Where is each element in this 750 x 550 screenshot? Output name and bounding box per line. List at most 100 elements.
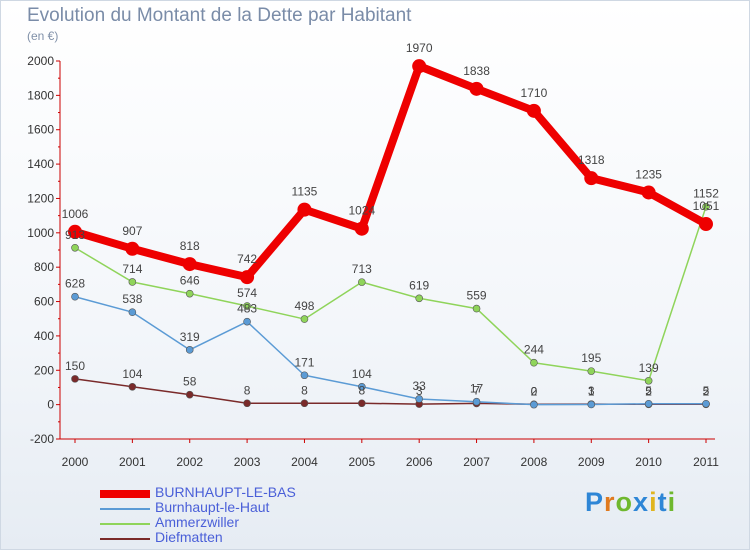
data-label: 8 [358,383,365,397]
data-point [125,241,140,256]
data-label: 1710 [521,86,548,100]
x-tick-label: 2002 [176,455,203,469]
x-tick-label: 2009 [578,455,605,469]
legend-swatch [100,522,150,525]
data-label: 646 [180,274,200,288]
data-label: 628 [65,277,85,291]
data-label: 498 [294,299,314,313]
series-line [73,62,708,282]
series-line [74,296,706,406]
legend-label: Ammerzwiller [155,514,239,530]
data-label: 195 [581,351,601,365]
data-label: 1 [588,384,595,398]
x-tick-label: 2006 [406,455,433,469]
data-label: 5 [645,384,652,398]
data-label: 104 [122,367,142,381]
data-point [412,59,427,74]
data-point [469,81,484,96]
logo-letter: r [604,487,616,517]
data-point [71,375,79,383]
data-point [530,400,538,409]
data-label: 1235 [635,167,662,181]
legend-label: Burnhaupt-le-Haut [155,499,270,515]
data-label: 33 [413,379,427,393]
y-tick-label: 400 [34,329,54,343]
logo-letter: i [667,487,677,517]
y-tick-label: 0 [47,398,54,412]
data-label: 171 [294,355,314,369]
data-point [354,221,369,236]
data-label: 0 [531,385,538,399]
data-label: 818 [180,239,200,253]
data-label: 574 [237,286,257,300]
data-point [240,270,255,285]
data-point [71,243,79,252]
x-tick-label: 2011 [693,455,719,469]
data-label: 139 [639,361,659,375]
data-label: 1970 [406,41,433,55]
data-point [128,308,137,316]
data-point [243,399,251,408]
logo-letter: o [615,487,634,517]
y-tick-label: 1000 [27,226,54,240]
data-point [472,397,481,406]
data-label: 619 [409,278,429,292]
data-label: 1006 [62,207,89,221]
data-label: 319 [180,330,200,344]
y-tick-label: -200 [30,432,54,446]
chart-title: Evolution du Montant de la Dette par Hab… [27,5,412,26]
logo-letter: t [657,487,668,517]
data-point [641,185,656,200]
x-tick-label: 2005 [348,455,375,469]
y-tick-label: 1600 [27,123,54,137]
data-point [185,346,194,354]
proxiti-logo: Proxiti [585,487,676,518]
x-tick-label: 2001 [119,455,146,469]
data-label: 714 [122,262,142,276]
y-tick-label: 600 [34,295,54,309]
data-label: 907 [122,224,142,238]
data-label: 742 [237,252,257,266]
data-label: 713 [352,262,372,276]
x-tick-label: 2004 [291,455,318,469]
data-label: 913 [65,228,85,242]
data-point [472,304,481,313]
legend-swatch [100,507,150,510]
data-label: 538 [122,292,142,306]
x-tick-label: 2008 [521,455,548,469]
data-point [185,289,194,298]
data-label: 1318 [578,153,605,167]
data-point [68,224,82,239]
data-label: 8 [301,383,308,397]
data-point [584,171,599,186]
data-point [300,399,309,408]
y-tick-label: 1400 [27,157,54,171]
data-point [587,367,596,375]
data-label: 58 [183,375,197,389]
x-tick-label: 2010 [635,455,662,469]
data-point [358,382,366,391]
data-point [128,278,137,286]
data-label: 17 [470,382,484,396]
data-label: 2 [531,384,538,398]
series-line [74,378,706,406]
data-label: 8 [244,383,251,397]
data-point [300,315,309,323]
x-tick-label: 2000 [62,455,89,469]
data-point [587,400,596,409]
unit-label: (en €) [27,29,59,43]
data-point [415,294,423,303]
series-line [74,206,707,382]
data-label: 104 [352,367,372,381]
y-tick-label: 1200 [27,191,54,205]
data-label: 3 [588,384,595,398]
y-tick-label: 800 [34,260,54,274]
data-label: 1135 [292,185,318,199]
data-point [644,376,653,385]
y-tick-label: 200 [34,363,54,377]
legend-swatch [100,489,150,498]
data-point [415,395,423,403]
data-point [358,399,366,408]
